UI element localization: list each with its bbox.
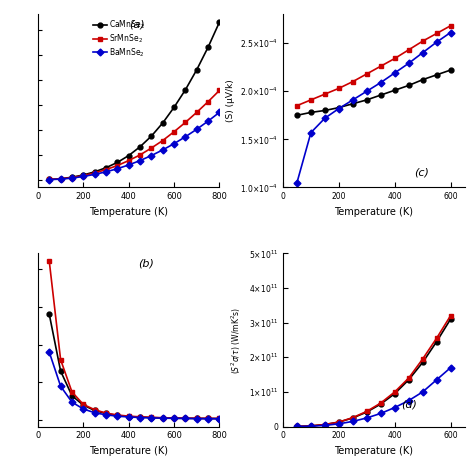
CaMnSe$_2$ <box>81 172 86 178</box>
SrMnSe$_2$ <box>126 158 131 164</box>
SrMnSe$_2$ <box>103 167 109 173</box>
CaMnSe$_2$ <box>46 177 52 182</box>
BaMnSe$_2$ <box>92 172 98 177</box>
Line: CaMnSe$_2$: CaMnSe$_2$ <box>47 19 222 182</box>
Y-axis label: $(S^2\sigma/\tau)$ (W/mK$^2$s): $(S^2\sigma/\tau)$ (W/mK$^2$s) <box>230 306 243 374</box>
CaMnSe$_2$ <box>148 133 154 139</box>
CaMnSe$_2$ <box>217 19 222 25</box>
CaMnSe$_2$ <box>194 67 200 73</box>
CaMnSe$_2$ <box>69 174 75 180</box>
SrMnSe$_2$ <box>217 88 222 93</box>
Line: SrMnSe$_2$: SrMnSe$_2$ <box>47 88 222 182</box>
BaMnSe$_2$ <box>160 147 165 153</box>
CaMnSe$_2$ <box>205 44 211 50</box>
CaMnSe$_2$ <box>115 160 120 165</box>
Legend: CaMnSe$_2$, SrMnSe$_2$, BaMnSe$_2$: CaMnSe$_2$, SrMnSe$_2$, BaMnSe$_2$ <box>92 18 146 59</box>
CaMnSe$_2$ <box>92 169 98 175</box>
CaMnSe$_2$ <box>182 87 188 92</box>
X-axis label: Temperature (K): Temperature (K) <box>334 207 413 217</box>
CaMnSe$_2$ <box>137 144 143 150</box>
SrMnSe$_2$ <box>115 163 120 168</box>
SrMnSe$_2$ <box>81 173 86 178</box>
BaMnSe$_2$ <box>205 118 211 124</box>
BaMnSe$_2$ <box>148 153 154 158</box>
SrMnSe$_2$ <box>58 176 64 182</box>
BaMnSe$_2$ <box>46 177 52 182</box>
Text: (b): (b) <box>138 258 154 269</box>
SrMnSe$_2$ <box>194 109 200 115</box>
BaMnSe$_2$ <box>81 173 86 179</box>
BaMnSe$_2$ <box>58 176 64 182</box>
SrMnSe$_2$ <box>46 177 52 182</box>
BaMnSe$_2$ <box>171 141 177 146</box>
BaMnSe$_2$ <box>217 109 222 115</box>
Y-axis label: (S) (μV/k): (S) (μV/k) <box>226 80 235 122</box>
CaMnSe$_2$ <box>58 176 64 182</box>
CaMnSe$_2$ <box>103 165 109 171</box>
SrMnSe$_2$ <box>171 129 177 135</box>
X-axis label: Temperature (K): Temperature (K) <box>334 446 413 456</box>
SrMnSe$_2$ <box>69 175 75 181</box>
SrMnSe$_2$ <box>182 119 188 125</box>
X-axis label: Temperature (K): Temperature (K) <box>89 446 168 456</box>
BaMnSe$_2$ <box>69 175 75 181</box>
BaMnSe$_2$ <box>137 158 143 164</box>
CaMnSe$_2$ <box>171 104 177 110</box>
BaMnSe$_2$ <box>115 166 120 172</box>
Line: BaMnSe$_2$: BaMnSe$_2$ <box>47 110 222 182</box>
BaMnSe$_2$ <box>126 162 131 168</box>
SrMnSe$_2$ <box>137 152 143 158</box>
Text: (a): (a) <box>128 19 144 29</box>
X-axis label: Temperature (K): Temperature (K) <box>89 207 168 217</box>
Text: (c): (c) <box>414 167 428 177</box>
BaMnSe$_2$ <box>103 169 109 175</box>
BaMnSe$_2$ <box>194 127 200 132</box>
SrMnSe$_2$ <box>92 170 98 176</box>
Text: (d): (d) <box>401 399 417 409</box>
SrMnSe$_2$ <box>160 137 165 143</box>
SrMnSe$_2$ <box>148 145 154 151</box>
CaMnSe$_2$ <box>126 153 131 158</box>
SrMnSe$_2$ <box>205 99 211 104</box>
CaMnSe$_2$ <box>160 120 165 126</box>
BaMnSe$_2$ <box>182 134 188 140</box>
